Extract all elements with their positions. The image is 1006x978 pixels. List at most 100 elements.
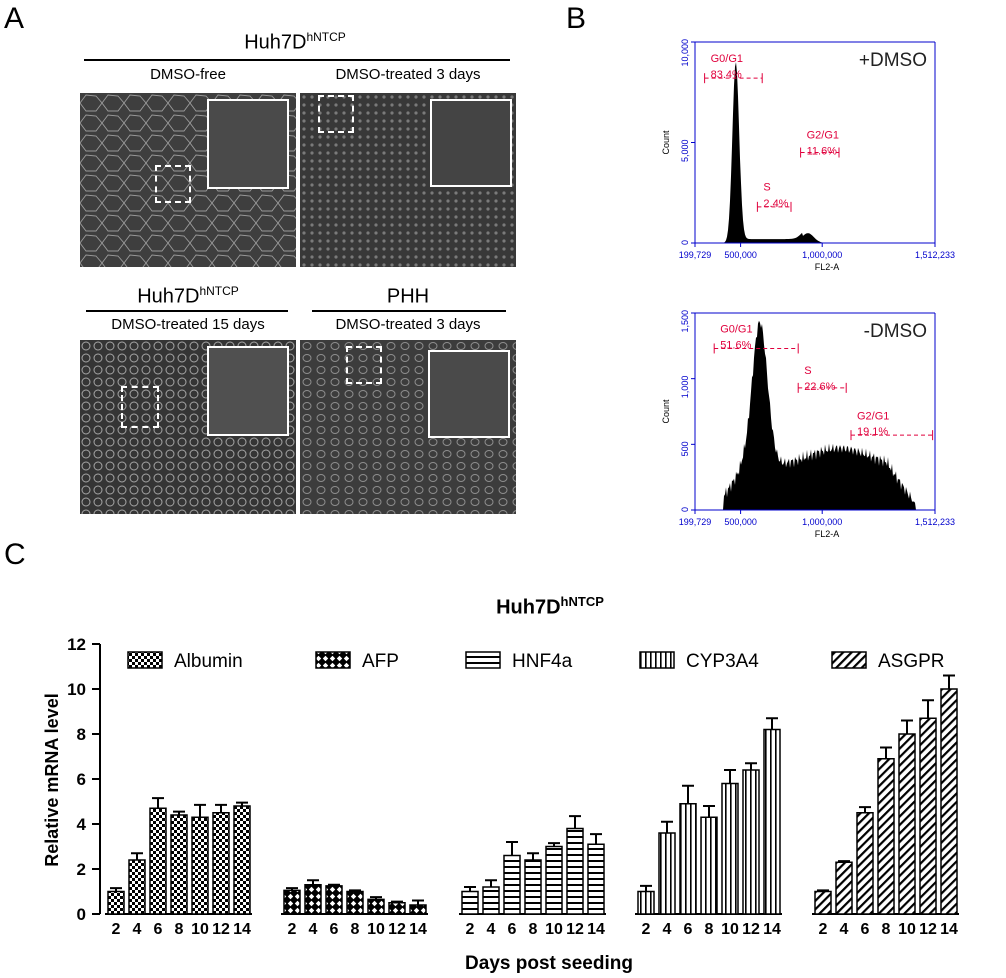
image-3-rule [86, 310, 288, 312]
zoom-inset [207, 99, 289, 189]
x-tick-label: 500,000 [724, 517, 757, 527]
x-tick-label: 199,729 [679, 250, 712, 260]
x-tick-label: 8 [882, 921, 891, 938]
gate-percent: 22.6% [804, 381, 835, 393]
bar [503, 854, 521, 915]
series-asgpr: 2 4 6 8 10 12 14 [812, 674, 959, 938]
bar [128, 859, 146, 915]
x-tick-label: 14 [409, 921, 427, 938]
x-tick-label: 1,000,000 [802, 250, 842, 260]
series-hnf4a: 2 4 6 8 10 12 14 [459, 815, 606, 938]
bar [940, 688, 958, 915]
x-tick-label: 500,000 [724, 250, 757, 260]
x-tick-label: 12 [388, 921, 406, 938]
bar [856, 812, 874, 915]
group-sup: hNTCP [199, 284, 239, 298]
bar [566, 827, 584, 915]
image-1-label: DMSO-free [150, 66, 226, 83]
legend-swatch [831, 651, 867, 669]
bar [367, 898, 385, 915]
micrograph-dmso-free [80, 93, 296, 267]
y-tick-label: 500 [680, 441, 690, 456]
x-tick-label: 12 [742, 921, 760, 938]
y-axis-label: Count [661, 130, 671, 155]
x-tick-label: 10 [545, 921, 563, 938]
legend-label: AFP [362, 651, 399, 672]
legend-swatch [465, 651, 501, 669]
gate-name: G2/G1 [807, 129, 839, 141]
condition-label: +DMSO [859, 50, 927, 71]
bar [835, 861, 853, 915]
x-tick-label: 10 [721, 921, 739, 938]
legend-swatch [639, 651, 675, 669]
x-tick-label: 1,512,233 [915, 517, 955, 527]
x-tick-label: 6 [154, 921, 163, 938]
top-header-sup: hNTCP [306, 30, 346, 44]
x-tick-label: 4 [663, 921, 672, 938]
y-axis-label: Count [661, 399, 671, 424]
x-tick-label: 14 [233, 921, 251, 938]
x-axis-label: FL2-A [815, 529, 840, 539]
zoom-inset [207, 346, 289, 436]
bar [191, 816, 209, 915]
series-afp: 2 4 6 8 10 12 14 [281, 879, 428, 938]
histogram-plus-dmso: 10,000 5,000 0 199,729 500,000 1,000,000 1,512… [661, 39, 955, 272]
x-tick-label: 8 [705, 921, 714, 938]
bar [283, 889, 301, 915]
x-tick-label: 10 [898, 921, 916, 938]
x-axis-label: Days post seeding [465, 953, 633, 974]
bar [587, 843, 605, 915]
x-tick-label: 199,729 [679, 517, 712, 527]
x-tick-label: 14 [587, 921, 605, 938]
x-tick-label: 1,000,000 [802, 517, 842, 527]
flow-cytometry-histograms: 10,000 5,000 0 199,729 500,000 1,000,000 1,512… [661, 39, 955, 539]
x-tick-label: 14 [940, 921, 958, 938]
bar [107, 890, 125, 915]
image-2-label: DMSO-treated 3 days [335, 66, 481, 83]
gate-name: S [763, 182, 770, 194]
y-tick-label: 12 [67, 635, 86, 654]
x-tick-label: 6 [684, 921, 693, 938]
x-tick-label: 12 [919, 921, 937, 938]
x-tick-label: 1,512,233 [915, 250, 955, 260]
x-tick-label: 8 [175, 921, 184, 938]
gate-percent: 19.1% [857, 426, 888, 438]
y-tick-label: 0 [680, 507, 690, 512]
bar [325, 885, 343, 915]
y-tick-label: 6 [77, 770, 86, 789]
panel-a-letter: A [4, 2, 25, 35]
y-tick-label: 1,500 [680, 310, 690, 333]
x-tick-label: 14 [763, 921, 781, 938]
y-tick-label: 8 [77, 725, 86, 744]
panel-c-letter: C [4, 538, 26, 571]
bar [877, 758, 895, 915]
top-header-rule [84, 59, 510, 61]
bar [763, 728, 781, 915]
top-header-text: Huh7D [244, 31, 307, 54]
x-tick-label: 2 [819, 921, 828, 938]
micrograph-phh-3-days [300, 340, 516, 514]
chart-title: Huh7DhNTCP [400, 594, 700, 620]
gate-percent: 83.4% [711, 69, 742, 81]
bar [482, 886, 500, 915]
zoom-inset [428, 350, 510, 438]
gate-name: S [804, 365, 811, 377]
roi-box [318, 95, 354, 133]
x-tick-label: 8 [529, 921, 538, 938]
chart-title-text: Huh7D [496, 596, 561, 619]
legend-label: Albumin [174, 651, 243, 672]
condition-label: -DMSO [864, 321, 927, 342]
micrograph-dmso-3-days [300, 93, 516, 267]
histogram-fill [695, 320, 935, 510]
x-tick-label: 12 [212, 921, 230, 938]
bar [679, 803, 697, 915]
histogram-minus-dmso: 1,500 1,000 500 0 199,729 500,000 1,000,000 1,5… [661, 310, 955, 539]
bar [461, 890, 479, 915]
x-tick-label: 6 [330, 921, 339, 938]
legend: Albumin AFP HNF4a CYP3A4 ASGPR [127, 651, 945, 672]
x-tick-label: 2 [642, 921, 651, 938]
image-4-group: PHH [300, 284, 516, 309]
bar [233, 805, 251, 915]
y-tick-label: 0 [77, 905, 86, 924]
